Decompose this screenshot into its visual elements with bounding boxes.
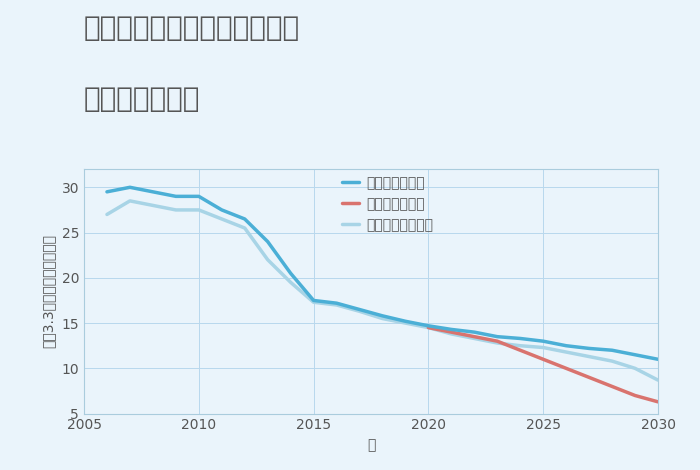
ノーマルシナリオ [424, 325, 433, 330]
ノーマルシナリオ [447, 331, 456, 337]
グッドシナリオ [470, 329, 479, 335]
ノーマルシナリオ [608, 358, 616, 364]
X-axis label: 年: 年 [367, 438, 375, 452]
バッドシナリオ [424, 325, 433, 330]
ノーマルシナリオ [218, 216, 226, 222]
グッドシナリオ [103, 189, 111, 195]
グッドシナリオ [654, 356, 662, 362]
グッドシナリオ [332, 300, 341, 306]
バッドシナリオ [447, 329, 456, 335]
グッドシナリオ [218, 207, 226, 213]
Y-axis label: 平（3.3㎡）　単価（万円）: 平（3.3㎡） 単価（万円） [42, 235, 56, 348]
グッドシナリオ [447, 327, 456, 332]
ノーマルシナリオ [378, 316, 386, 321]
Line: グッドシナリオ: グッドシナリオ [107, 188, 658, 359]
グッドシナリオ [263, 239, 272, 244]
ノーマルシナリオ [562, 349, 570, 355]
Text: 土地の価格推移: 土地の価格推移 [84, 85, 200, 113]
グッドシナリオ [608, 347, 616, 353]
グッドシナリオ [631, 352, 639, 358]
バッドシナリオ [470, 334, 479, 339]
ノーマルシナリオ [148, 203, 157, 208]
Legend: グッドシナリオ, バッドシナリオ, ノーマルシナリオ: グッドシナリオ, バッドシナリオ, ノーマルシナリオ [342, 176, 433, 232]
ノーマルシナリオ [631, 366, 639, 371]
グッドシナリオ [286, 270, 295, 276]
グッドシナリオ [562, 343, 570, 349]
グッドシナリオ [126, 185, 134, 190]
バッドシナリオ [516, 347, 524, 353]
ノーマルシナリオ [172, 207, 180, 213]
バッドシナリオ [608, 384, 616, 389]
グッドシナリオ [585, 345, 594, 351]
グッドシナリオ [378, 313, 386, 319]
ノーマルシナリオ [309, 299, 318, 305]
バッドシナリオ [493, 338, 501, 344]
ノーマルシナリオ [401, 320, 410, 326]
ノーマルシナリオ [493, 340, 501, 346]
Text: 三重県伊賀市上野東日南町の: 三重県伊賀市上野東日南町の [84, 14, 300, 42]
ノーマルシナリオ [195, 207, 203, 213]
ノーマルシナリオ [126, 198, 134, 204]
ノーマルシナリオ [470, 336, 479, 341]
グッドシナリオ [241, 216, 249, 222]
グッドシナリオ [172, 194, 180, 199]
ノーマルシナリオ [263, 257, 272, 263]
ノーマルシナリオ [332, 302, 341, 308]
ノーマルシナリオ [241, 225, 249, 231]
バッドシナリオ [585, 375, 594, 380]
ノーマルシナリオ [516, 343, 524, 349]
グッドシナリオ [309, 298, 318, 303]
グッドシナリオ [516, 336, 524, 341]
バッドシナリオ [654, 399, 662, 405]
Line: ノーマルシナリオ: ノーマルシナリオ [107, 201, 658, 380]
Line: バッドシナリオ: バッドシナリオ [428, 328, 658, 402]
バッドシナリオ [539, 356, 547, 362]
グッドシナリオ [493, 334, 501, 339]
ノーマルシナリオ [539, 345, 547, 350]
ノーマルシナリオ [103, 212, 111, 217]
ノーマルシナリオ [585, 354, 594, 360]
バッドシナリオ [562, 366, 570, 371]
グッドシナリオ [195, 194, 203, 199]
ノーマルシナリオ [286, 280, 295, 285]
ノーマルシナリオ [356, 308, 364, 314]
グッドシナリオ [356, 307, 364, 313]
ノーマルシナリオ [654, 377, 662, 383]
グッドシナリオ [401, 319, 410, 324]
グッドシナリオ [148, 189, 157, 195]
グッドシナリオ [539, 338, 547, 344]
バッドシナリオ [631, 392, 639, 398]
グッドシナリオ [424, 323, 433, 329]
